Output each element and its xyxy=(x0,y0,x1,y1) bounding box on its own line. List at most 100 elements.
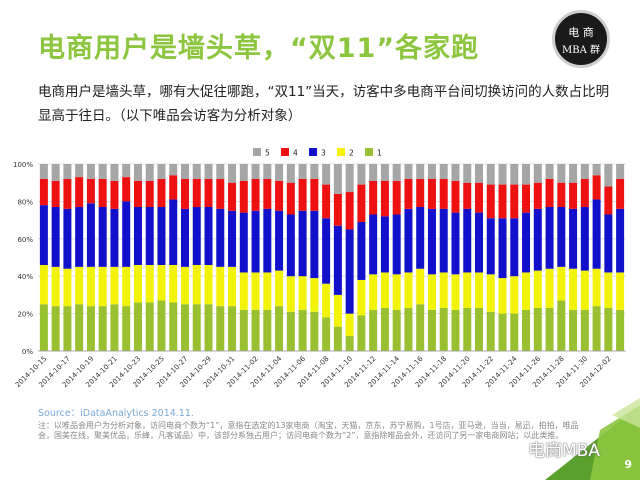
bar-segment-4 xyxy=(157,178,166,208)
bar-segment-2 xyxy=(345,313,354,337)
bar-segment-3 xyxy=(533,208,542,271)
bar-segment-1 xyxy=(498,313,507,351)
bar-segment-5 xyxy=(133,164,142,181)
bar-segment-3 xyxy=(181,208,189,267)
bar-segment-3 xyxy=(157,207,166,265)
bar-segment-3 xyxy=(510,218,519,277)
bar-segment-4 xyxy=(298,178,307,211)
logo-line-1: 电 商 xyxy=(568,26,594,39)
bar-segment-4 xyxy=(451,180,460,213)
bar-segment-5 xyxy=(204,164,213,179)
bar-segment-2 xyxy=(239,272,248,310)
bar-segment-3 xyxy=(239,212,248,273)
bar-segment-4 xyxy=(498,184,507,219)
legend-swatch-2 xyxy=(337,148,345,156)
bar-segment-2 xyxy=(510,276,519,314)
bar-segment-1 xyxy=(157,300,166,351)
bar-segment-5 xyxy=(545,164,554,179)
bar-segment-3 xyxy=(145,207,154,265)
bar-segment-2 xyxy=(110,266,119,305)
bar-segment-1 xyxy=(133,302,142,351)
bar-segment-4 xyxy=(416,178,425,208)
bar-segment-5 xyxy=(616,164,625,179)
bar-segment-5 xyxy=(286,164,295,183)
bar-segment-5 xyxy=(557,164,566,183)
bar-segment-3 xyxy=(228,210,237,267)
bar-segment-2 xyxy=(545,268,554,308)
bar-segment-5 xyxy=(181,164,189,179)
bar-segment-5 xyxy=(475,164,483,183)
bar-segment-5 xyxy=(380,164,389,181)
bar-segment-4 xyxy=(510,184,519,219)
bar-segment-4 xyxy=(145,180,154,208)
bar-segment-5 xyxy=(110,164,119,181)
bar-segment-4 xyxy=(98,178,107,208)
bar-segment-2 xyxy=(204,264,213,305)
bar-segment-4 xyxy=(604,186,613,215)
bar-segment-4 xyxy=(557,182,566,208)
bar-segment-2 xyxy=(475,272,483,308)
bar-segment-1 xyxy=(616,309,625,351)
bar-segment-3 xyxy=(75,207,84,267)
bar-segment-5 xyxy=(451,164,460,181)
bar-segment-4 xyxy=(380,180,389,217)
bar-segment-3 xyxy=(569,208,578,269)
bar-segment-3 xyxy=(51,207,60,267)
bar-segment-4 xyxy=(63,178,72,209)
bar-segment-1 xyxy=(604,307,613,351)
bar-segment-1 xyxy=(322,317,331,351)
bar-segment-1 xyxy=(345,336,354,351)
bar-segment-5 xyxy=(439,164,448,179)
bar-segment-2 xyxy=(333,294,342,327)
bar-segment-3 xyxy=(380,216,389,273)
bar-segment-3 xyxy=(298,210,307,277)
bar-segment-3 xyxy=(122,201,131,267)
bar-segment-2 xyxy=(157,264,166,301)
bar-segment-4 xyxy=(251,178,260,211)
bar-segment-4 xyxy=(404,178,413,209)
bar-segment-1 xyxy=(51,306,60,351)
corner-triangle-accent xyxy=(612,398,640,428)
bar-segment-5 xyxy=(51,164,60,181)
bar-segment-1 xyxy=(392,309,401,351)
bar-segment-1 xyxy=(380,307,389,351)
bar-segment-4 xyxy=(51,180,60,208)
bar-segment-4 xyxy=(310,178,319,211)
legend-swatch-3 xyxy=(309,148,317,156)
bar-segment-2 xyxy=(427,274,436,310)
bar-segment-4 xyxy=(545,178,554,208)
bar-segment-2 xyxy=(286,276,295,312)
source-block: Source：iDataAnalytics 2014.11. 注：以唯品会用户为… xyxy=(38,408,588,442)
bar-segment-4 xyxy=(75,177,84,208)
bar-segment-5 xyxy=(192,164,201,179)
bar-segment-3 xyxy=(357,221,366,280)
bar-segment-4 xyxy=(533,182,542,209)
bar-segment-1 xyxy=(39,304,48,351)
bar-segment-3 xyxy=(580,207,589,271)
bar-segment-5 xyxy=(86,164,95,179)
bar-segment-2 xyxy=(122,266,131,307)
bar-segment-3 xyxy=(263,208,272,273)
bar-segment-5 xyxy=(251,164,260,179)
bar-segment-2 xyxy=(498,278,507,314)
bar-segment-2 xyxy=(404,272,413,308)
bar-segment-2 xyxy=(51,266,60,307)
bar-segment-1 xyxy=(416,304,425,351)
bar-segment-5 xyxy=(216,164,225,179)
bar-segment-3 xyxy=(204,207,213,265)
bar-segment-1 xyxy=(145,302,154,351)
bar-segment-3 xyxy=(486,218,495,275)
bar-segment-3 xyxy=(251,210,260,273)
bar-segment-4 xyxy=(204,178,213,208)
bar-segment-1 xyxy=(557,300,566,351)
bar-segment-5 xyxy=(533,164,542,183)
bar-segment-4 xyxy=(486,184,495,219)
bar-segment-2 xyxy=(416,268,425,305)
bar-segment-3 xyxy=(63,208,72,269)
bar-segment-1 xyxy=(169,302,178,351)
bar-segment-3 xyxy=(416,207,425,269)
bar-segment-3 xyxy=(404,208,413,273)
bar-segment-4 xyxy=(122,177,131,202)
bar-segment-4 xyxy=(333,193,342,226)
bar-segment-5 xyxy=(63,164,72,179)
